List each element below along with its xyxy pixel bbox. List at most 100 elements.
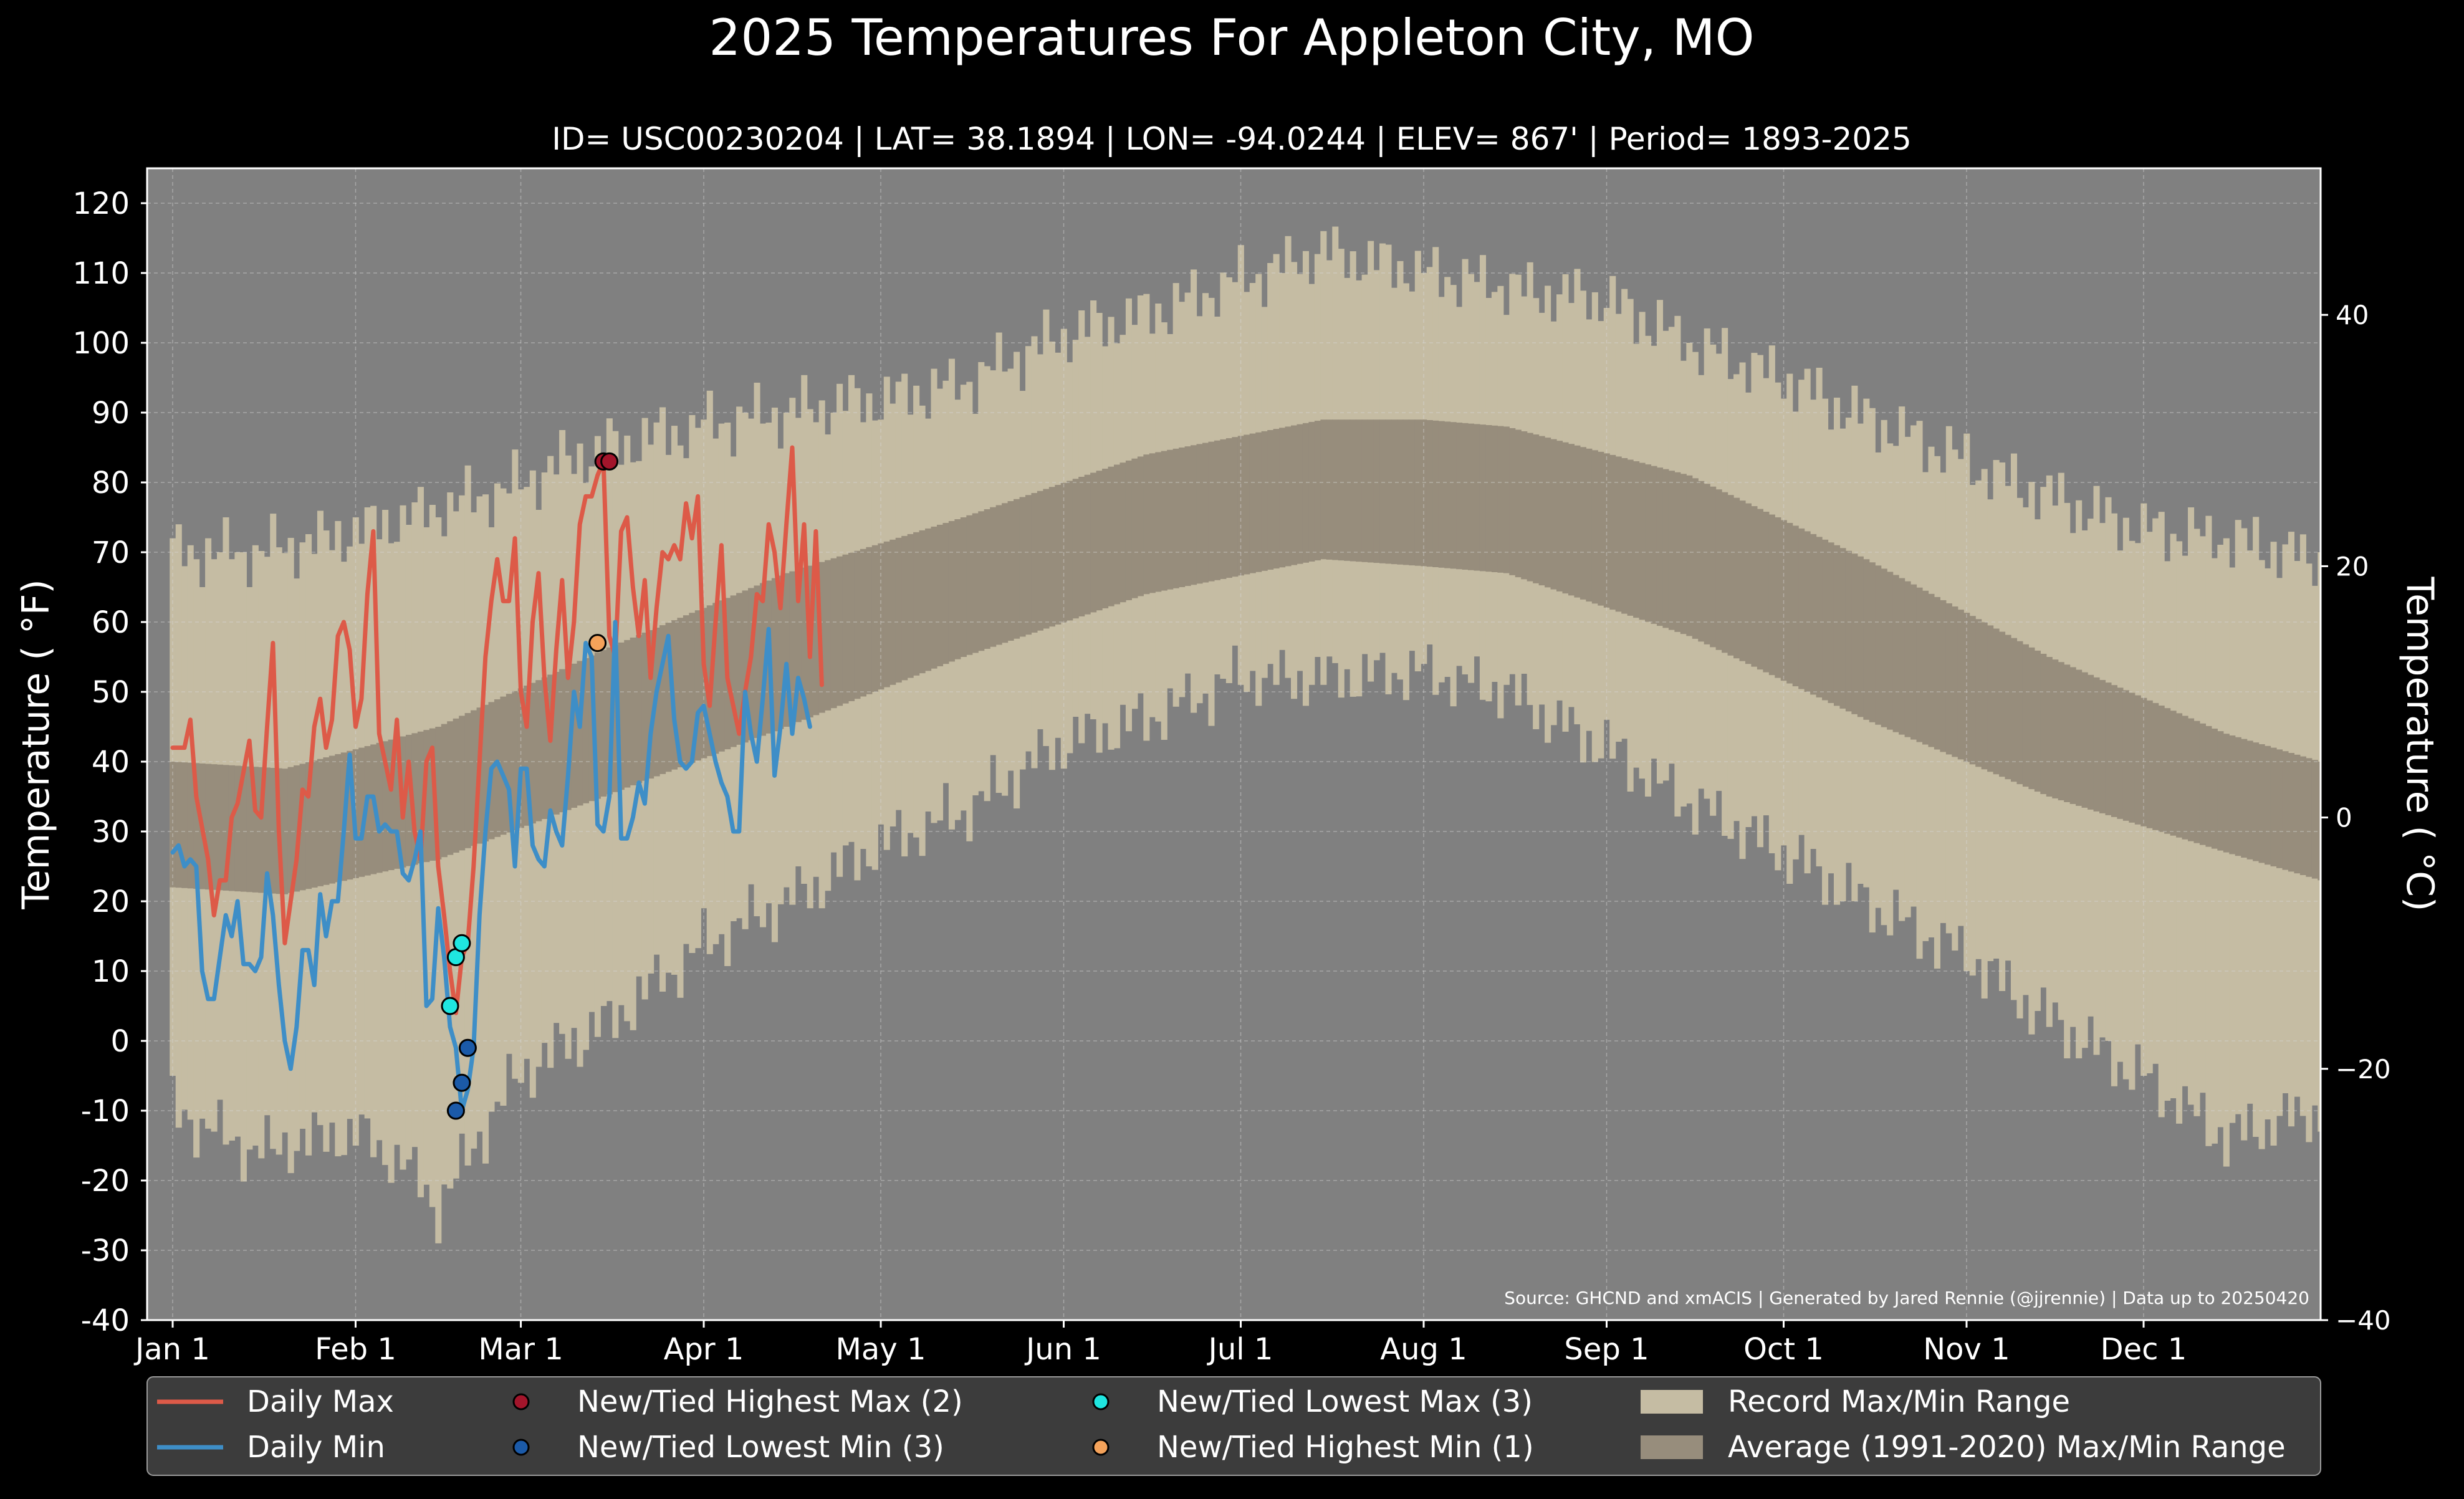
average-range-bar: [541, 677, 548, 819]
average-range-bar: [1656, 467, 1664, 626]
average-range-bar: [1904, 581, 1911, 737]
average-range-bar: [258, 767, 265, 893]
average-range-bar: [2211, 728, 2218, 849]
average-range-bar: [2111, 685, 2117, 817]
legend-lowest-min-label: New/Tied Lowest Min (3): [577, 1430, 944, 1465]
record-markers: [441, 452, 619, 1120]
legend-daily-min-label: Daily Min: [247, 1430, 385, 1465]
average-range-bar: [559, 669, 566, 813]
y-axis-right: −40 −20 0 20 40: [2321, 300, 2391, 1336]
average-range-bar: [1645, 464, 1652, 622]
y-tick-label: 110: [72, 256, 130, 291]
average-range-bar: [1267, 430, 1274, 570]
average-range-bar: [1302, 423, 1310, 563]
record-range-bar: [2211, 558, 2218, 1144]
average-range-bar: [2253, 742, 2260, 861]
average-range-bar: [1078, 476, 1085, 616]
average-range-bar: [2122, 690, 2129, 821]
average-range-bar: [1845, 550, 1852, 712]
average-range-bar: [270, 768, 277, 894]
average-range-bar: [1822, 539, 1829, 701]
average-range-bar: [606, 647, 613, 795]
average-range-bar: [1786, 522, 1793, 684]
average-range-bar: [736, 593, 743, 745]
legend-box: [146, 1376, 2321, 1476]
average-range-bar: [1521, 431, 1528, 580]
average-range-bar: [718, 600, 725, 752]
average-range-bar: [730, 595, 737, 747]
average-range-bar: [848, 552, 855, 701]
average-range-bar: [783, 573, 790, 727]
average-range-bar: [1002, 503, 1009, 643]
record-range-bar: [441, 536, 448, 1185]
average-range-bar: [2022, 644, 2029, 787]
average-range-bar: [742, 590, 749, 743]
average-range-bar: [2199, 723, 2206, 845]
average-range-bar: [1279, 428, 1286, 568]
average-range-bar: [1232, 437, 1239, 577]
average-range-bar: [1225, 438, 1232, 578]
average-range-bar: [1149, 453, 1156, 593]
average-range-bar: [1963, 613, 1970, 762]
average-range-bar: [1326, 419, 1333, 560]
average-range-bar: [2005, 635, 2011, 780]
average-range-bar: [1804, 531, 1811, 692]
average-range-bar: [1320, 419, 1327, 560]
average-range-bar: [2258, 744, 2265, 863]
average-range-bar: [1651, 466, 1657, 624]
average-range-bar: [2318, 762, 2321, 881]
average-range-bar: [517, 688, 524, 828]
average-range-bar: [1733, 497, 1740, 659]
average-range-bar: [2052, 659, 2059, 798]
average-range-bar: [1603, 453, 1610, 608]
average-range-bar: [311, 760, 318, 888]
average-range-bar: [1485, 425, 1492, 572]
average-range-bar: [1338, 419, 1345, 561]
average-range-bar: [411, 733, 418, 865]
y-tick-label: 120: [72, 186, 130, 221]
average-range-bar: [901, 535, 908, 681]
average-range-bar: [960, 517, 967, 657]
average-range-bar: [1361, 419, 1368, 562]
average-range-bar: [1987, 625, 1994, 772]
average-range-bar: [641, 632, 648, 781]
average-range-bar: [1356, 419, 1363, 562]
average-range-bar: [205, 764, 212, 890]
average-range-bar: [1096, 471, 1103, 611]
average-range-bar: [1751, 506, 1758, 667]
average-range-bar: [1745, 503, 1752, 664]
average-range-bar: [417, 731, 424, 864]
chart-subtitle: ID= USC00230204 | LAT= 38.1894 | LON= -9…: [552, 121, 1912, 157]
average-range-bar: [2311, 760, 2318, 879]
average-range-bar: [1450, 422, 1457, 569]
average-range-bar: [659, 625, 666, 774]
average-range-bar: [878, 543, 884, 690]
average-range-bar: [246, 766, 253, 893]
average-range-bar: [2058, 662, 2064, 800]
average-range-bar: [240, 766, 247, 892]
average-range-bar: [1533, 434, 1540, 583]
average-range-bar: [1172, 448, 1179, 588]
y-tick-label: 70: [92, 535, 130, 570]
average-range-bar: [2076, 669, 2083, 806]
average-range-bar: [1084, 474, 1091, 615]
average-range-bar: [2069, 667, 2076, 804]
y-axis-label-right: Temperature ( °C): [2398, 577, 2442, 912]
average-range-bar: [358, 747, 365, 877]
average-range-bar: [187, 762, 194, 889]
average-range-bar: [524, 686, 530, 826]
y-tick-label: 20: [92, 884, 130, 919]
average-range-bar: [2176, 713, 2183, 838]
average-range-bar: [1208, 441, 1215, 582]
average-range-bar: [1161, 451, 1167, 591]
average-range-bar: [1668, 471, 1675, 630]
average-range-bar: [347, 750, 353, 880]
average-range-bar: [1479, 424, 1487, 572]
y-right-tick-label: 20: [2336, 551, 2369, 582]
series-lines: [170, 445, 824, 1113]
average-range-bar: [2164, 708, 2171, 834]
average-range-bar: [1297, 424, 1303, 564]
average-range-bar: [565, 666, 572, 810]
average-range-bar: [789, 571, 796, 725]
average-range-bar: [1999, 631, 2006, 777]
